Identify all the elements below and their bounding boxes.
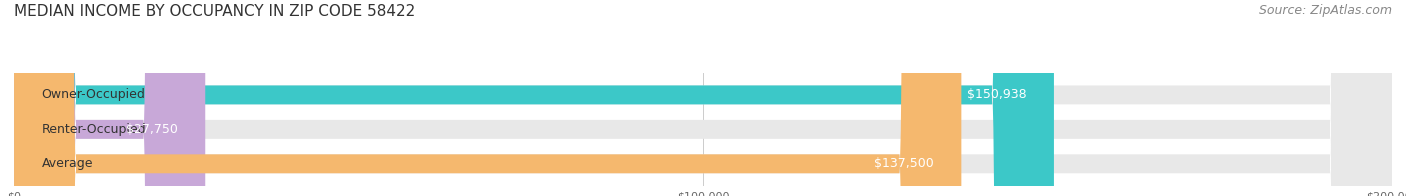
FancyBboxPatch shape xyxy=(14,0,1054,196)
Text: Owner-Occupied: Owner-Occupied xyxy=(42,88,145,101)
FancyBboxPatch shape xyxy=(14,0,1392,196)
FancyBboxPatch shape xyxy=(14,0,962,196)
Text: Source: ZipAtlas.com: Source: ZipAtlas.com xyxy=(1258,4,1392,17)
Text: $137,500: $137,500 xyxy=(875,157,934,170)
Text: $150,938: $150,938 xyxy=(967,88,1026,101)
Text: $27,750: $27,750 xyxy=(125,123,177,136)
FancyBboxPatch shape xyxy=(14,0,1392,196)
Text: MEDIAN INCOME BY OCCUPANCY IN ZIP CODE 58422: MEDIAN INCOME BY OCCUPANCY IN ZIP CODE 5… xyxy=(14,4,415,19)
FancyBboxPatch shape xyxy=(14,0,205,196)
FancyBboxPatch shape xyxy=(14,0,1392,196)
Text: Renter-Occupied: Renter-Occupied xyxy=(42,123,146,136)
Text: Average: Average xyxy=(42,157,93,170)
